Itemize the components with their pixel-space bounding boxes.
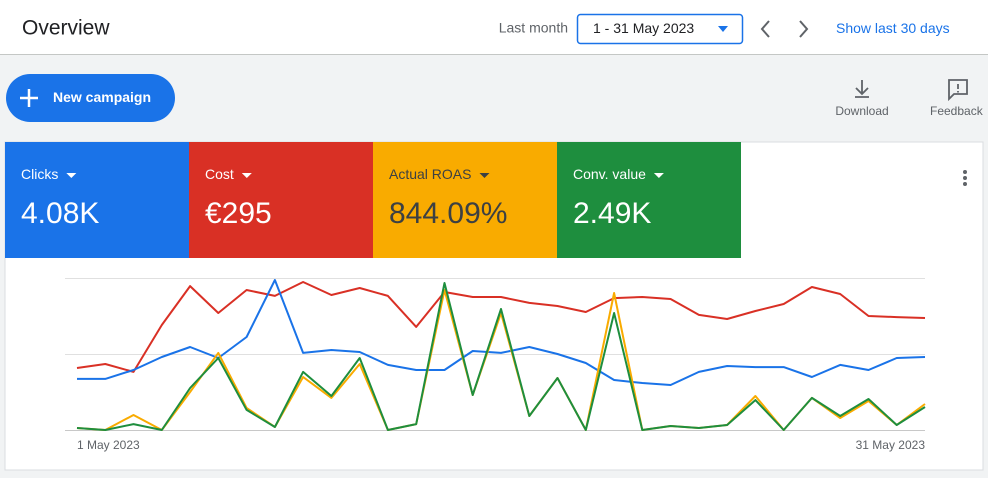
tile-bg[interactable] [189,142,373,258]
feedback-label[interactable]: Feedback [930,104,984,118]
tile-value[interactable]: €295 [205,197,272,230]
metric-tile[interactable]: Conv. value 2.49K [557,142,741,258]
dropdown-box[interactable] [576,13,744,45]
tile-bg[interactable] [557,142,741,258]
button-label[interactable]: New campaign [53,89,151,105]
dot[interactable] [963,176,967,180]
tile-arrow[interactable] [479,173,490,178]
show-last-link[interactable]: Show last 30 days [836,20,950,36]
download-icon[interactable] [855,80,869,98]
button-bg[interactable] [6,74,175,122]
top-bar [0,0,988,54]
metric-tile[interactable]: Actual ROAS 844.09% [373,142,557,258]
dropdown-arrow[interactable] [718,26,728,32]
next-button[interactable] [799,20,809,38]
metric-tile[interactable]: Cost €295 [189,142,373,258]
x-tick-label: 31 May 2023 [856,438,926,452]
tile-value[interactable]: 4.08K [21,197,99,230]
page-title: Overview [22,17,110,40]
tile-bg[interactable] [373,142,557,258]
period-label: Last month [499,20,568,36]
date-range[interactable]: 1 - 31 May 2023 [593,20,694,36]
more-menu[interactable] [963,170,967,186]
tile-bg[interactable] [5,142,189,258]
tile-label[interactable]: Actual ROAS [389,166,471,182]
tile-label[interactable]: Conv. value [573,166,646,182]
prev-button[interactable] [760,20,770,38]
x-tick-label: 1 May 2023 [77,438,140,452]
download-label[interactable]: Download [835,104,888,118]
plot: 1 May 2023 31 May 2023 [76,279,926,452]
download-button[interactable]: Download [835,80,889,118]
dot[interactable] [963,170,967,174]
feedback-icon[interactable] [948,79,968,102]
dot[interactable] [963,182,967,186]
metric-tiles: Clicks 4.08K Cost €295 Actual ROAS 844.09% Con… [5,142,741,258]
tile-arrow[interactable] [653,173,664,178]
tile-label[interactable]: Clicks [21,166,58,182]
series-line [76,282,926,431]
new-campaign-button[interactable]: New campaign [6,74,175,122]
plus-icon[interactable] [20,89,38,107]
date-dropdown[interactable]: 1 - 31 May 2023 [576,13,744,45]
tile-value[interactable]: 2.49K [573,197,651,230]
tile-arrow[interactable] [241,173,252,178]
metric-tile[interactable]: Clicks 4.08K [5,142,189,258]
series-line [76,281,926,373]
tile-arrow[interactable] [66,173,77,178]
feedback-button[interactable]: Feedback [930,79,984,118]
tile-value[interactable]: 844.09% [389,197,507,230]
tile-label[interactable]: Cost [205,166,234,182]
